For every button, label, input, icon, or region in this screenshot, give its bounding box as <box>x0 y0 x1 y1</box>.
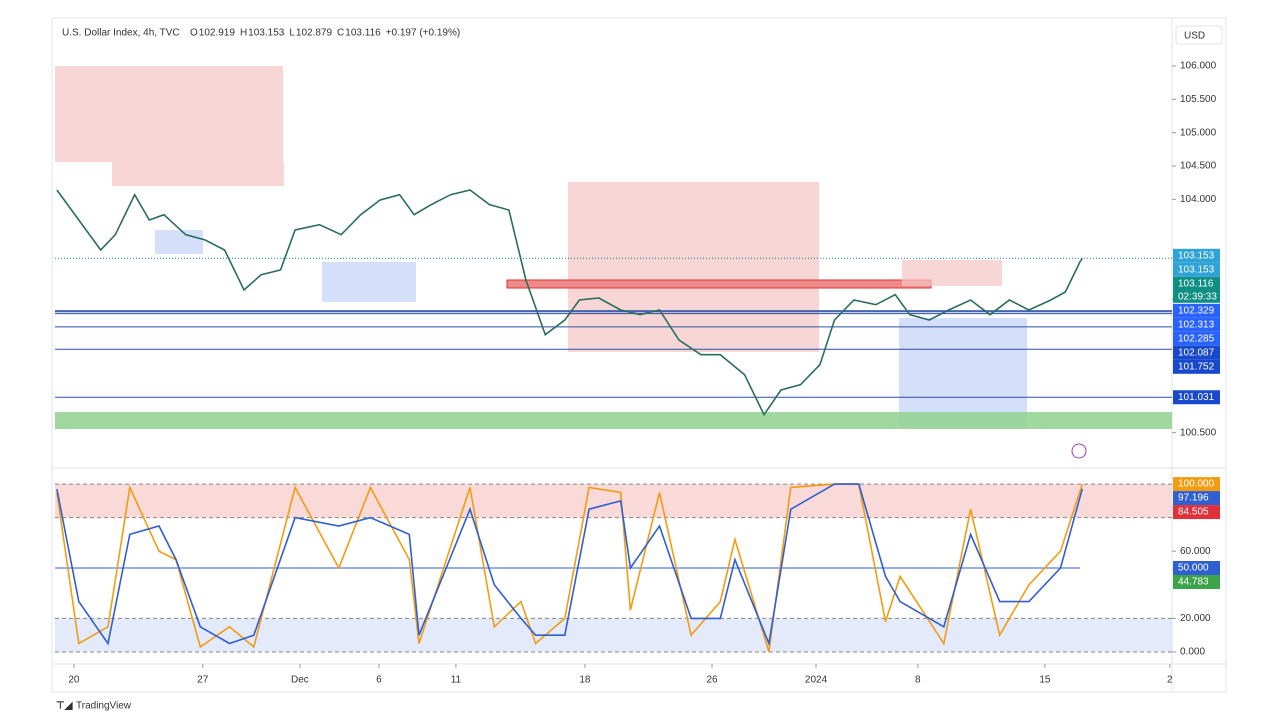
price-badge-label: 50.000 <box>1178 563 1209 574</box>
countdown-badge <box>1173 289 1220 303</box>
price-badge <box>1173 359 1220 374</box>
price-badge <box>1173 505 1220 520</box>
ohlc-value: 103.116 <box>345 28 381 39</box>
demand-zone <box>899 318 1027 426</box>
series-line <box>56 483 1084 653</box>
frame <box>51 17 1227 693</box>
demand-zone <box>155 230 203 254</box>
support-zone <box>55 412 1172 429</box>
ohlc-value: 102.879 <box>296 28 333 39</box>
x-tick-label: 26 <box>706 675 718 686</box>
change: +0.197 (+0.19%) <box>386 28 461 39</box>
y-tick-label: 105.500 <box>1180 94 1217 105</box>
x-tick-label: 15 <box>1039 675 1051 686</box>
price-badge <box>1173 491 1220 506</box>
price-badge-label: 100.000 <box>1178 479 1215 490</box>
price-badge-label: 103.116 <box>1178 278 1214 289</box>
ohlc-value: 102.919 <box>199 28 236 39</box>
currency-button[interactable] <box>1175 25 1223 45</box>
price-badge-label: 44.783 <box>1178 577 1209 588</box>
x-tick-label: Dec <box>291 675 309 686</box>
x-tick-label: 6 <box>376 675 382 686</box>
price-badge-label: 84.505 <box>1178 507 1209 518</box>
price-badge <box>1173 331 1220 346</box>
price-badge <box>1173 317 1220 332</box>
band <box>55 618 1172 652</box>
price-badge <box>1173 248 1220 263</box>
price-badge <box>1173 262 1220 277</box>
x-tick-label: 2024 <box>805 675 828 686</box>
price-badge <box>1173 575 1220 590</box>
symbol: U.S. Dollar Index, 4h, TVC <box>62 28 180 39</box>
price-badge <box>1173 276 1220 291</box>
alert-icon[interactable] <box>1071 443 1087 459</box>
supply-zone <box>55 66 283 162</box>
price-badge-label: 101.031 <box>1178 392 1215 403</box>
price-badge <box>1173 390 1220 405</box>
price-badge-label: 103.153 <box>1178 250 1215 261</box>
ohlc: O 102.919 H 103.153 L 102.879 C 103.116 +0.197 (… <box>190 28 460 39</box>
price-badge-label: 101.752 <box>1178 361 1215 372</box>
band <box>55 484 1172 518</box>
x-tick-label: 2 <box>1167 675 1173 686</box>
price-badge-label: 102.313 <box>1178 319 1215 330</box>
x-tick-label: 8 <box>915 675 921 686</box>
price-badge-label: 102.087 <box>1178 347 1215 358</box>
y-tick-label: 20.000 <box>1180 613 1211 624</box>
ohlc-key: C <box>337 28 344 39</box>
series-line <box>56 189 1083 417</box>
resistance-zone <box>506 279 932 289</box>
price-badge-label: 102.329 <box>1178 305 1215 316</box>
demand-zone <box>322 262 416 302</box>
ohlc-value: 103.153 <box>248 28 285 39</box>
ohlc-key: O <box>190 28 198 39</box>
y-tick-label: 60.000 <box>1180 546 1211 557</box>
brand-mark: ⊤◢ <box>56 701 73 712</box>
supply-zone <box>112 162 284 186</box>
price-badge <box>1173 561 1220 576</box>
y-tick-label: 0.000 <box>1180 647 1205 658</box>
ohlc-key: L <box>289 28 295 39</box>
y-tick-label: 106.000 <box>1180 61 1217 72</box>
price-badge <box>1173 345 1220 360</box>
countdown: 02:39:33 <box>1178 291 1217 302</box>
x-tick-label: 18 <box>579 675 591 686</box>
x-tick-label: 20 <box>68 675 80 686</box>
currency[interactable]: USD <box>1184 31 1205 42</box>
ohlc-key: H <box>240 28 247 39</box>
price-badge <box>1173 303 1220 318</box>
price-badge <box>1173 477 1220 492</box>
supply-zone <box>902 260 1002 286</box>
y-tick-label: 100.500 <box>1180 427 1217 438</box>
y-tick-label: 105.000 <box>1180 127 1217 138</box>
price-badge-label: 103.153 <box>1178 264 1215 275</box>
y-tick-label: 104.500 <box>1180 161 1217 172</box>
y-tick-label: 104.000 <box>1180 194 1217 205</box>
price-badge-label: 97.196 <box>1178 493 1209 504</box>
brand: TradingView <box>76 701 132 712</box>
series-line <box>56 483 1084 647</box>
supply-zone <box>568 182 819 352</box>
x-tick-label: 27 <box>197 675 209 686</box>
price-badge-label: 102.285 <box>1178 333 1215 344</box>
x-tick-label: 11 <box>451 675 462 686</box>
